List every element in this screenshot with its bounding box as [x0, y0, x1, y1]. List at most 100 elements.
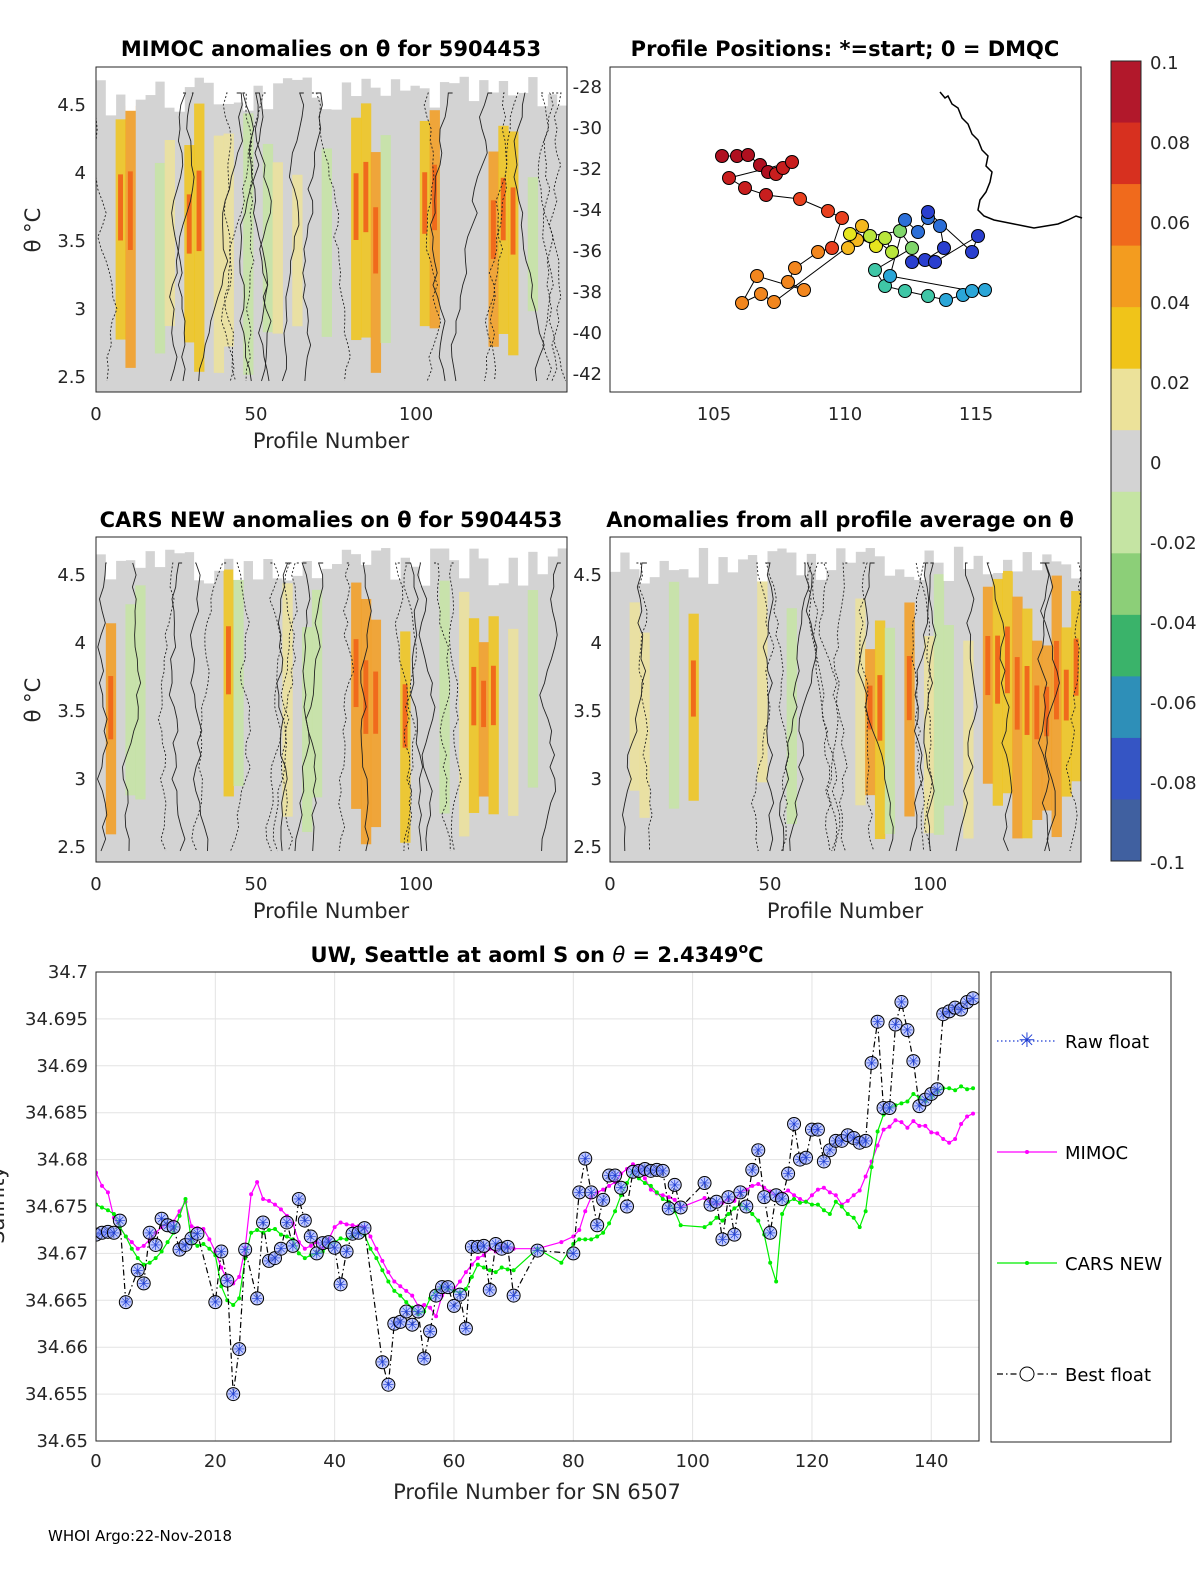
raw-float-point: ✳ — [377, 1355, 389, 1371]
raw-float-point: ✳ — [800, 1151, 812, 1167]
salinity-chart: ✳✳✳✳✳✳✳✳✳✳✳✳✳✳✳✳✳✳✳✳✳✳✳✳✳✳✳✳✳✳✳✳✳✳✳✳✳✳✳✳… — [0, 941, 1172, 1504]
cars-point — [123, 1234, 128, 1239]
data-gap — [904, 537, 915, 577]
data-gap — [380, 537, 391, 549]
contour-line — [191, 562, 227, 852]
mimoc-point — [660, 1193, 665, 1198]
data-gap — [894, 537, 905, 570]
raw-float-point: ✳ — [430, 1289, 442, 1305]
contour-line — [311, 92, 351, 382]
mimoc-ytick-3: 3 — [75, 299, 86, 320]
colorbar-tick-0.06: 0.06 — [1150, 213, 1190, 234]
best-float-point — [614, 1180, 629, 1195]
best-float-point — [333, 1277, 348, 1292]
salinity-yticks: 34.65 34.655 34.66 34.665 34.67 34.675 34.68 34… — [25, 962, 88, 1452]
colorbar-tick-0.04: 0.04 — [1150, 293, 1190, 314]
raw-float-point: ✳ — [663, 1201, 675, 1217]
best-float-point — [906, 1054, 921, 1069]
mimoc-point — [249, 1192, 254, 1197]
x-tick-label: 0 — [90, 1451, 101, 1472]
contour-line — [276, 562, 292, 852]
profile-position — [811, 245, 825, 259]
mimoc-point — [792, 1193, 797, 1198]
mimoc-point — [105, 1190, 110, 1195]
data-gap — [659, 537, 670, 561]
raw-float-point: ✳ — [186, 1231, 198, 1247]
anomaly-band — [380, 135, 391, 343]
cars-ytick-3.5: 3.5 — [57, 701, 86, 722]
y-tick-label: 34.695 — [25, 1009, 88, 1030]
anomaly-band — [757, 572, 768, 783]
best-float-point — [238, 1242, 253, 1257]
raw-float-point: ✳ — [848, 1131, 860, 1147]
data-gap — [410, 67, 421, 86]
data-gap — [115, 537, 126, 561]
mimoc-point — [434, 1314, 439, 1319]
best-float-point — [190, 1226, 205, 1241]
data-gap — [796, 537, 807, 576]
contour-line — [765, 562, 790, 852]
legend-cars-marker — [1025, 1261, 1029, 1265]
data-gap — [302, 67, 313, 78]
salinity-series: ✳✳✳✳✳✳✳✳✳✳✳✳✳✳✳✳✳✳✳✳✳✳✳✳✳✳✳✳✳✳✳✳✳✳✳✳✳✳✳✳… — [96, 991, 979, 1403]
data-gap — [468, 537, 480, 549]
data-gap — [816, 537, 827, 580]
raw-float-point: ✳ — [925, 1087, 937, 1103]
cars-point — [660, 1196, 665, 1201]
cars-point — [481, 1265, 486, 1270]
data-gap — [321, 67, 332, 110]
data-gap — [105, 537, 117, 580]
mimoc-point — [189, 1224, 194, 1229]
raw-float-point: ✳ — [896, 995, 908, 1011]
data-gap — [184, 67, 195, 88]
cars-point — [177, 1213, 182, 1218]
allavg-xlabel: Profile Number — [767, 899, 924, 923]
best-float-point — [381, 1377, 396, 1392]
positions-ytick-42: -42 — [573, 364, 602, 385]
data-gap — [331, 67, 342, 110]
cars-point — [607, 1221, 612, 1226]
profile-position — [835, 211, 849, 225]
best-float-point — [709, 1194, 724, 1209]
contour-line — [294, 562, 311, 852]
raw-float-point: ✳ — [567, 1246, 579, 1262]
mimoc-point — [207, 1237, 212, 1242]
best-float-point — [220, 1273, 235, 1288]
raw-float-point: ✳ — [233, 1342, 245, 1358]
mimoc-ytick-4: 4 — [75, 163, 86, 184]
mimoc-point — [965, 1114, 970, 1119]
best-float-point — [405, 1317, 420, 1332]
cars-point — [863, 1209, 868, 1214]
mimoc-point — [845, 1198, 850, 1203]
profile-position — [738, 181, 752, 195]
cars-point — [195, 1243, 200, 1248]
cars-point — [768, 1260, 773, 1265]
mimoc-point — [953, 1136, 958, 1141]
cars-point — [702, 1225, 707, 1230]
best-float-point — [106, 1225, 121, 1240]
positions-title: Profile Positions: *=start; 0 = DMQC — [631, 37, 1060, 61]
best-float-point — [608, 1168, 623, 1183]
data-gap — [331, 537, 342, 565]
raw-float-point: ✳ — [818, 1154, 830, 1170]
contour-line — [122, 562, 142, 852]
data-gap — [708, 537, 719, 584]
contour-line — [857, 562, 894, 852]
legend-cars-label: CARS NEW — [1065, 1254, 1162, 1275]
cars-point — [774, 1279, 779, 1284]
mimoc-point — [559, 1240, 564, 1245]
contour-line — [272, 562, 297, 852]
data-gap — [439, 67, 450, 83]
data-gap — [727, 537, 739, 573]
mimoc-point — [971, 1111, 976, 1116]
data-gap — [629, 537, 640, 570]
raw-float-point: ✳ — [967, 991, 979, 1007]
mimoc-point — [410, 1293, 415, 1298]
data-gap — [96, 537, 107, 555]
mimoc-point — [332, 1225, 337, 1230]
profile-position — [741, 148, 755, 162]
data-gap — [262, 67, 274, 110]
raw-float-point: ✳ — [484, 1283, 496, 1299]
anomaly-band — [272, 162, 283, 334]
contour-line — [831, 562, 848, 852]
